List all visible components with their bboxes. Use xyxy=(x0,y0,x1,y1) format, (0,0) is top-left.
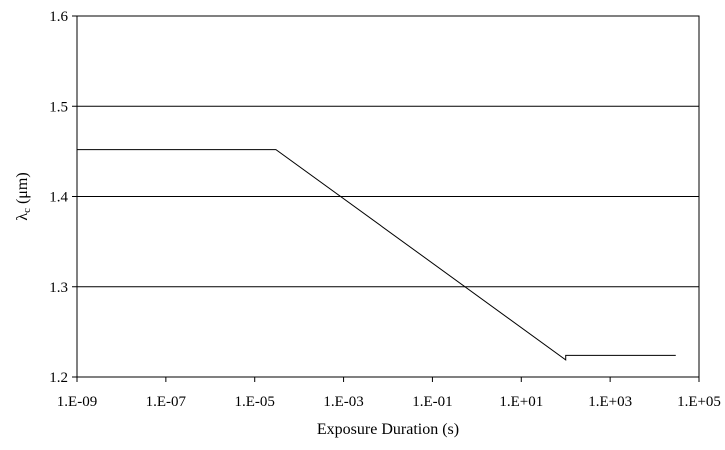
y-tick-label-1: 1.3 xyxy=(49,280,68,296)
y-axis-title-symbol: λ xyxy=(14,213,31,221)
y-axis-ticks: 1.2 1.3 1.4 1.5 1.6 xyxy=(49,9,77,386)
series-line-0 xyxy=(77,149,676,361)
x-tick-label-6: 1.E+03 xyxy=(588,394,632,410)
x-tick-label-3: 1.E-03 xyxy=(323,394,363,410)
y-axis-title-unit: (μm) xyxy=(14,172,31,208)
x-tick-label-1: 1.E-07 xyxy=(146,394,187,410)
y-tick-label-4: 1.6 xyxy=(49,9,68,25)
y-axis-title-subscript: c xyxy=(21,208,33,213)
y-tick-label-3: 1.5 xyxy=(49,99,68,115)
y-tick-label-2: 1.4 xyxy=(49,190,68,206)
x-tick-label-2: 1.E-05 xyxy=(235,394,275,410)
x-tick-label-4: 1.E-01 xyxy=(412,394,452,410)
x-tick-label-7: 1.E+05 xyxy=(677,394,721,410)
x-axis-ticks: 1.E-09 1.E-07 1.E-05 1.E-03 1.E-01 1.E+01 1.E+… xyxy=(57,377,721,410)
series-group xyxy=(77,149,676,361)
x-axis-title: Exposure Duration (s) xyxy=(317,421,459,438)
x-tick-label-0: 1.E-09 xyxy=(57,394,97,410)
gridlines xyxy=(77,15,699,378)
x-tick-label-5: 1.E+01 xyxy=(499,394,543,410)
y-tick-label-0: 1.2 xyxy=(49,370,68,386)
y-axis-title: λc (μm) xyxy=(14,172,33,220)
